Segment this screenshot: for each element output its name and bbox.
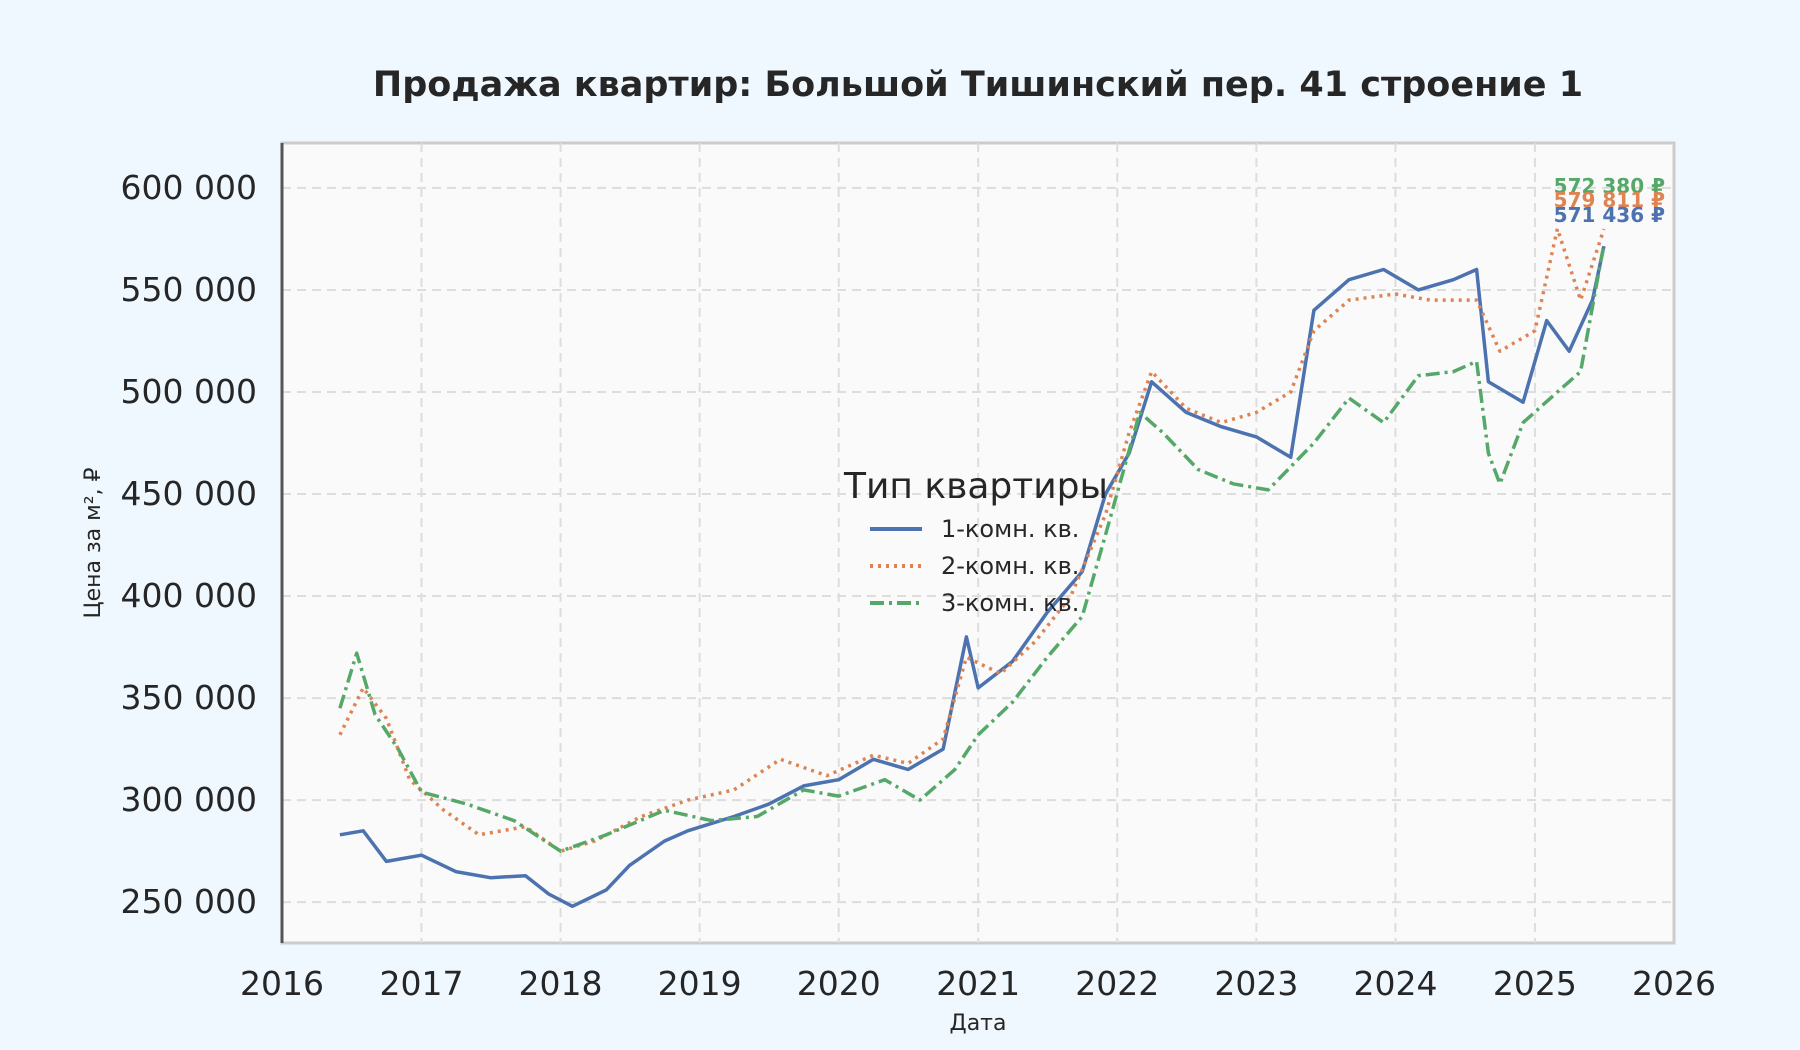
y-tick-label: 300 000 — [121, 780, 257, 819]
y-axis-label: Цена за м², ₽ — [81, 467, 106, 618]
x-axis-label: Дата — [950, 1011, 1007, 1036]
y-tick-label: 600 000 — [121, 168, 257, 207]
series-layer — [338, 226, 1606, 909]
y-tick-label: 400 000 — [121, 576, 257, 615]
x-tick-label: 2026 — [1632, 964, 1716, 1003]
x-tick-label: 2024 — [1353, 964, 1437, 1003]
x-tick-label: 2016 — [240, 964, 324, 1003]
series-end-label: 579 811 ₽ — [1554, 188, 1665, 212]
y-tick-label: 550 000 — [121, 270, 257, 309]
series-end-label: 571 436 ₽ — [1554, 203, 1665, 227]
x-tick-label: 2022 — [1075, 964, 1159, 1003]
series-end-label: 572 380 ₽ — [1554, 174, 1665, 198]
series-line-1 — [339, 245, 1606, 909]
x-tick-label: 2017 — [379, 964, 463, 1003]
legend: Тип квартиры 1-комн. кв. 2-комн. кв. 3-комн… — [843, 466, 1108, 617]
y-tick-label: 500 000 — [121, 372, 257, 411]
legend-label: 3-комн. кв. — [941, 589, 1079, 617]
x-tick-label: 2025 — [1493, 964, 1577, 1003]
legend-title: Тип квартиры — [843, 466, 1108, 507]
x-tick-label: 2023 — [1214, 964, 1298, 1003]
legend-label: 2-комн. кв. — [941, 552, 1079, 580]
x-tick-label: 2018 — [519, 964, 603, 1003]
end-labels: 572 380 ₽579 811 ₽571 436 ₽ — [1554, 174, 1665, 227]
x-tick-label: 2019 — [658, 964, 742, 1003]
y-tick-label: 350 000 — [121, 678, 257, 717]
chart-title: Продажа квартир: Большой Тишинский пер. … — [373, 65, 1583, 105]
y-ticks: 250 000 300 000 350 000 400 000 450 000 500 0… — [121, 168, 257, 921]
grid — [282, 143, 1674, 943]
x-ticks: 2016 2017 2018 2019 2020 2021 2022 2023 2024 2025… — [240, 964, 1716, 1003]
legend-label: 1-комн. кв. — [941, 515, 1079, 543]
y-tick-label: 450 000 — [121, 474, 257, 513]
x-tick-label: 2020 — [797, 964, 881, 1003]
x-tick-label: 2021 — [936, 964, 1020, 1003]
y-tick-label: 250 000 — [121, 882, 257, 921]
series-line-3 — [338, 243, 1606, 853]
